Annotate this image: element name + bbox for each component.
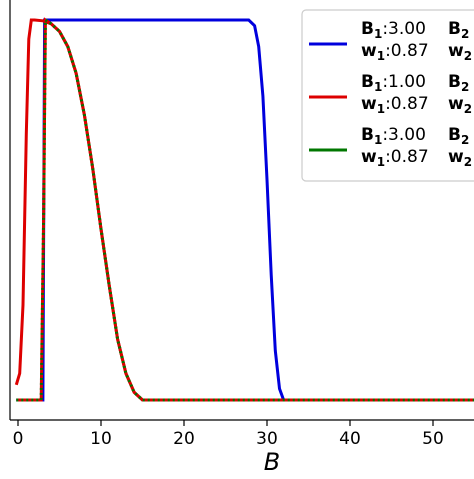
x-tick-label: 30 — [256, 429, 278, 449]
legend-label-1: B1:3.00 B2 — [361, 19, 469, 41]
x-tick-label: 40 — [339, 429, 361, 449]
x-tick-label: 0 — [13, 429, 24, 449]
legend-box — [301, 9, 474, 182]
legend-label-3: B1:3.00 B2 — [361, 125, 469, 147]
series-line-3 — [16, 17, 474, 402]
x-axis-label: B — [264, 448, 280, 474]
legend-label-2: B1:1.00 B2 — [361, 72, 469, 94]
legend-label-2: w1:0.87 w2 — [361, 94, 472, 116]
x-tick-label: 20 — [173, 429, 195, 449]
x-tick-label: 50 — [422, 429, 444, 449]
x-tick-label: 10 — [90, 429, 112, 449]
legend-label-3: w1:0.87 w2 — [361, 147, 472, 169]
legend-label-1: w1:0.87 w2 — [361, 41, 472, 63]
